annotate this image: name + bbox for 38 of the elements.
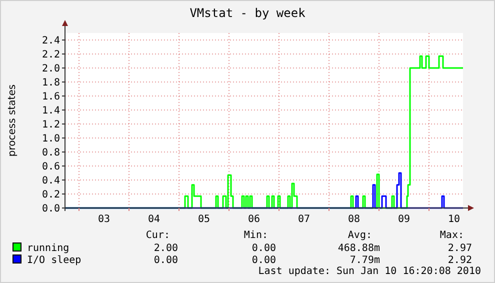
y-tick-label: 0.2: [42, 190, 60, 200]
x-tick-label: 09: [398, 214, 410, 225]
y-tick-label: 0.0: [42, 204, 60, 214]
text: Min:: [244, 230, 268, 241]
y-tick-label: 0.6: [42, 162, 60, 172]
x-tick-label: 03: [98, 214, 110, 225]
x-tick-label: 10: [448, 214, 460, 225]
text: 2.92: [448, 255, 472, 266]
text: Avg:: [348, 230, 372, 241]
x-tick-label: 06: [248, 214, 260, 225]
y-tick-label: 1.0: [42, 134, 60, 144]
y-tick-label: 2.0: [42, 64, 60, 74]
text: 2.00: [154, 243, 178, 254]
x-tick-label: 04: [148, 214, 160, 225]
text: 7.79m: [350, 255, 380, 266]
y-tick-label: 2.4: [42, 36, 60, 46]
legend-label: I/O sleep: [27, 255, 82, 266]
y-axis-title: process states: [7, 84, 18, 157]
y-tick-label: 1.4: [42, 106, 60, 116]
x-tick-label: 05: [198, 214, 210, 225]
y-tick-label: 1.2: [42, 120, 60, 130]
y-tick-label: 2.2: [42, 50, 60, 60]
text: 0.00: [252, 243, 276, 254]
legend-label: running: [27, 243, 70, 254]
text: Max:: [440, 230, 464, 241]
x-tick-label: 07: [298, 214, 310, 225]
text: Last update: Sun Jan 10 16:20:08 2010: [258, 266, 481, 277]
y-tick-label: 1.6: [42, 92, 60, 102]
text: Cur:: [146, 230, 170, 241]
text: 0.00: [252, 255, 276, 266]
chart-title: VMstat - by week: [190, 6, 306, 20]
text: 2.97: [448, 243, 472, 254]
y-tick-label: 0.4: [42, 176, 60, 186]
text: 0.00: [154, 255, 178, 266]
x-tick-label: 08: [348, 214, 360, 225]
y-tick-label: 1.8: [42, 78, 60, 88]
text: 468.88m: [338, 243, 380, 254]
y-tick-label: 0.8: [42, 148, 60, 158]
